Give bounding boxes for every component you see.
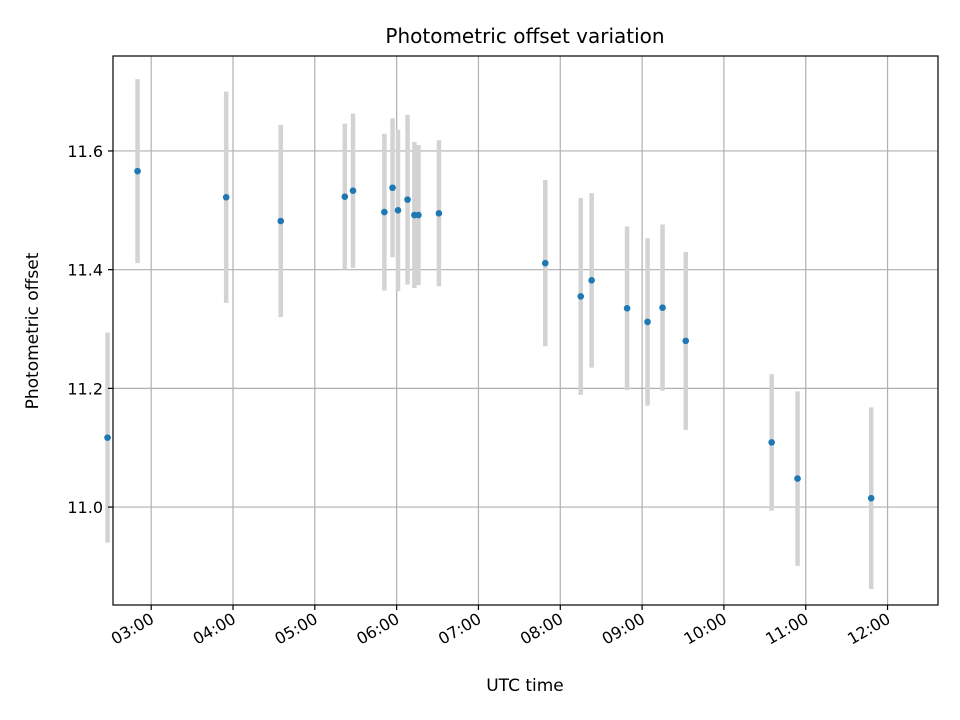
data-point <box>541 259 549 267</box>
data-point <box>277 217 285 225</box>
data-point <box>222 193 230 201</box>
data-point <box>794 475 801 482</box>
data-point <box>104 434 111 441</box>
data-points <box>104 167 875 502</box>
data-point <box>577 293 585 300</box>
y-tick-label: 11.0 <box>67 498 103 517</box>
data-point <box>389 184 396 192</box>
y-tick-label: 11.6 <box>67 142 103 161</box>
y-tick-label: 11.4 <box>67 261 103 280</box>
data-point <box>768 439 775 446</box>
y-tick-label: 11.2 <box>67 379 103 398</box>
x-axis-label: UTC time <box>486 676 564 696</box>
data-point <box>404 196 411 203</box>
plot-frame <box>112 55 939 606</box>
data-point <box>682 337 690 345</box>
data-point <box>134 167 141 175</box>
data-point <box>381 208 388 216</box>
data-point <box>867 494 875 502</box>
data-point <box>394 207 402 214</box>
y-axis-ticks: 11.0 11.2 11.4 11.6 <box>67 142 113 517</box>
plot-area <box>113 56 938 605</box>
data-point <box>588 277 595 284</box>
data-point <box>659 304 666 311</box>
data-point <box>415 211 422 219</box>
data-point <box>349 187 357 195</box>
grid-lines <box>113 56 938 605</box>
data-point <box>341 193 349 200</box>
chart-title: Photometric offset variation <box>385 24 664 48</box>
data-point <box>623 304 631 312</box>
y-axis-label: Photometric offset <box>23 252 43 409</box>
data-point <box>644 318 651 326</box>
data-point <box>435 209 443 217</box>
